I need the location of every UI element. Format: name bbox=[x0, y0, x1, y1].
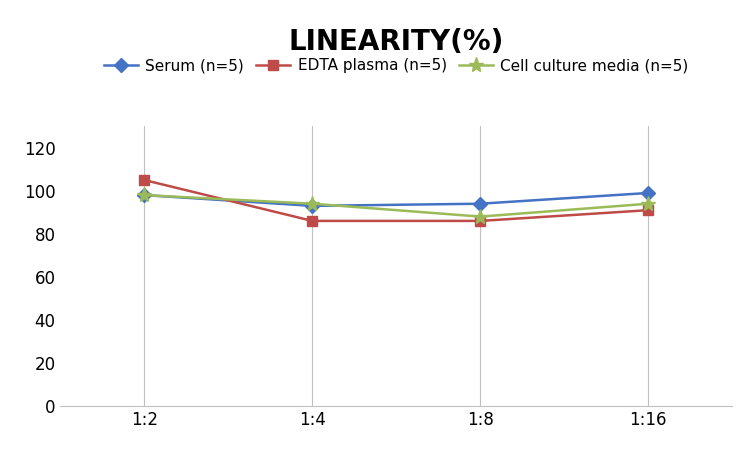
Cell culture media (n=5) bbox=[476, 214, 485, 219]
Title: LINEARITY(%): LINEARITY(%) bbox=[288, 28, 504, 56]
Serum (n=5) bbox=[140, 193, 149, 198]
Line: EDTA plasma (n=5): EDTA plasma (n=5) bbox=[140, 175, 653, 226]
Cell culture media (n=5) bbox=[308, 201, 317, 207]
Serum (n=5) bbox=[644, 190, 653, 196]
Serum (n=5) bbox=[476, 201, 485, 207]
EDTA plasma (n=5) bbox=[308, 218, 317, 224]
Serum (n=5) bbox=[308, 203, 317, 208]
Legend: Serum (n=5), EDTA plasma (n=5), Cell culture media (n=5): Serum (n=5), EDTA plasma (n=5), Cell cul… bbox=[104, 59, 689, 74]
EDTA plasma (n=5) bbox=[140, 177, 149, 183]
Cell culture media (n=5) bbox=[140, 193, 149, 198]
EDTA plasma (n=5) bbox=[476, 218, 485, 224]
Line: Cell culture media (n=5): Cell culture media (n=5) bbox=[137, 188, 656, 224]
EDTA plasma (n=5) bbox=[644, 207, 653, 213]
Cell culture media (n=5) bbox=[644, 201, 653, 207]
Line: Serum (n=5): Serum (n=5) bbox=[140, 188, 653, 211]
